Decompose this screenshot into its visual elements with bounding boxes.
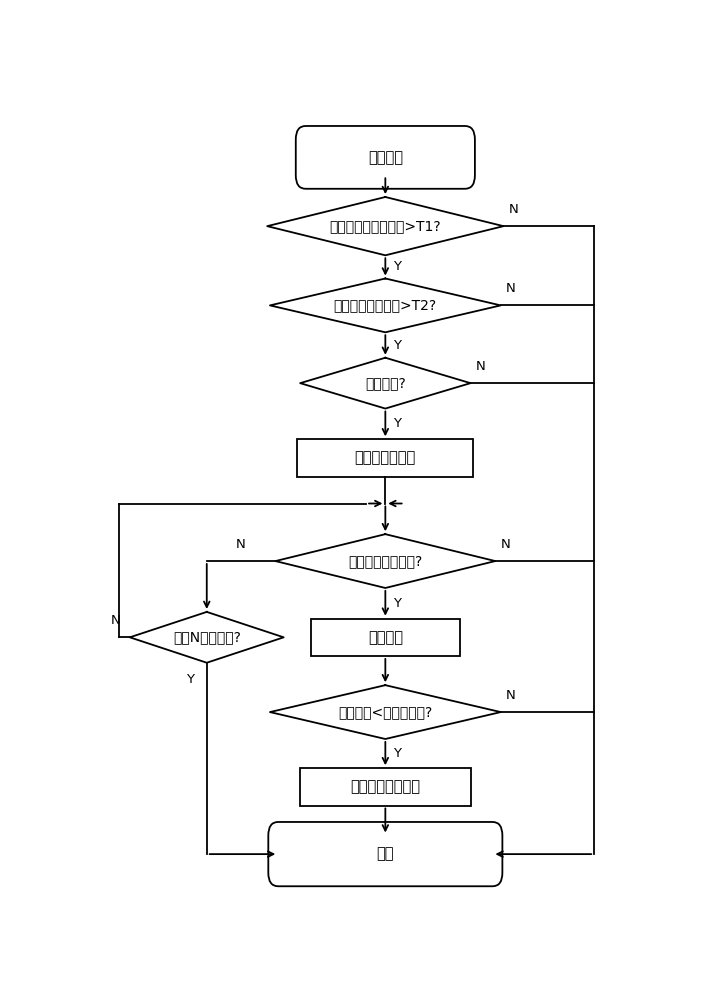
Text: 当前频率<最高限定值?: 当前频率<最高限定值?	[338, 705, 432, 719]
Polygon shape	[275, 534, 495, 588]
Text: N: N	[476, 360, 485, 373]
FancyBboxPatch shape	[268, 822, 503, 886]
Text: 保持当前频率运行: 保持当前频率运行	[350, 779, 420, 794]
Text: Y: Y	[393, 339, 401, 352]
Text: Y: Y	[393, 417, 401, 430]
Text: 压缩机持续运行时间>T1?: 压缩机持续运行时间>T1?	[330, 219, 441, 233]
Text: N: N	[506, 282, 515, 295]
FancyBboxPatch shape	[296, 126, 475, 189]
Text: 是否欠压?: 是否欠压?	[365, 376, 406, 390]
Bar	[311, 619, 459, 656]
Text: N: N	[506, 689, 515, 702]
Text: Y: Y	[186, 673, 194, 686]
Polygon shape	[300, 358, 471, 409]
Text: N: N	[236, 538, 246, 551]
Polygon shape	[130, 612, 284, 663]
Text: 连续N次不满足?: 连续N次不满足?	[173, 630, 240, 644]
Text: 输入电压稳定时间>T2?: 输入电压稳定时间>T2?	[334, 298, 437, 312]
Polygon shape	[270, 685, 501, 739]
Text: 升频调节: 升频调节	[368, 630, 403, 645]
Text: N: N	[501, 538, 510, 551]
Text: 初始化运行频率: 初始化运行频率	[354, 450, 416, 465]
Text: N: N	[111, 614, 121, 627]
Polygon shape	[267, 197, 503, 255]
Text: N: N	[508, 203, 518, 216]
Bar	[300, 768, 471, 806]
Bar	[298, 439, 474, 477]
Text: 是否满足升频条件?: 是否满足升频条件?	[348, 554, 423, 568]
Polygon shape	[270, 278, 501, 332]
Text: Y: Y	[393, 597, 401, 610]
Text: 结束: 结束	[376, 847, 394, 862]
Text: Y: Y	[393, 747, 401, 760]
Text: 开始运行: 开始运行	[368, 150, 403, 165]
Text: Y: Y	[393, 260, 401, 273]
